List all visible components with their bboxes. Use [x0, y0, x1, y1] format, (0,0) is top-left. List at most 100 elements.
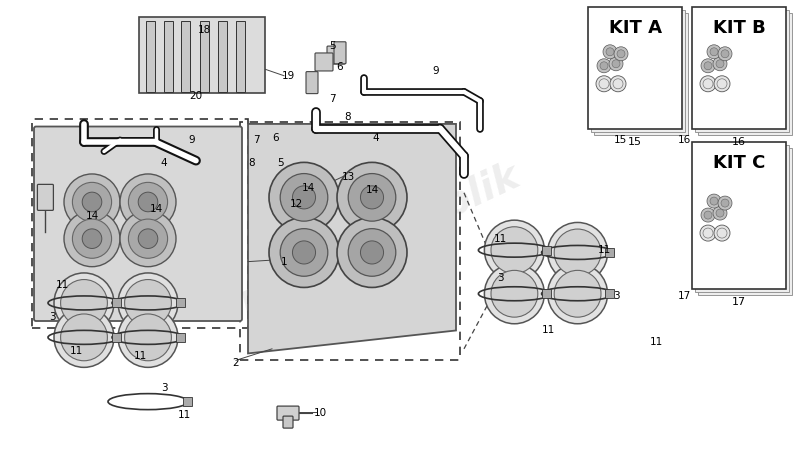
- FancyBboxPatch shape: [182, 397, 191, 406]
- Circle shape: [714, 76, 730, 92]
- Circle shape: [82, 192, 102, 212]
- Text: 11: 11: [598, 245, 610, 255]
- Circle shape: [718, 196, 732, 210]
- Circle shape: [73, 182, 111, 222]
- Circle shape: [128, 219, 168, 258]
- FancyBboxPatch shape: [692, 7, 786, 129]
- FancyBboxPatch shape: [38, 185, 54, 210]
- Text: 11: 11: [650, 337, 662, 347]
- Circle shape: [82, 229, 102, 248]
- Circle shape: [54, 308, 114, 367]
- Circle shape: [610, 76, 626, 92]
- Circle shape: [710, 197, 718, 205]
- Circle shape: [485, 220, 544, 280]
- Text: 1: 1: [281, 257, 287, 267]
- Circle shape: [485, 264, 544, 324]
- Circle shape: [348, 229, 396, 276]
- FancyBboxPatch shape: [163, 21, 173, 92]
- Text: 19: 19: [282, 71, 294, 81]
- Text: KIT B: KIT B: [713, 19, 766, 37]
- Circle shape: [337, 218, 407, 287]
- FancyBboxPatch shape: [175, 298, 185, 308]
- FancyBboxPatch shape: [605, 289, 614, 298]
- Text: 18: 18: [198, 25, 210, 35]
- Text: 11: 11: [56, 280, 69, 290]
- Text: 6: 6: [273, 133, 279, 143]
- FancyBboxPatch shape: [34, 127, 242, 321]
- Circle shape: [714, 225, 730, 241]
- Text: 9: 9: [189, 135, 195, 145]
- Text: 14: 14: [150, 204, 162, 214]
- Circle shape: [701, 208, 715, 222]
- Text: partsRepublik: partsRepublik: [234, 157, 526, 321]
- Text: 14: 14: [302, 183, 314, 193]
- Circle shape: [361, 186, 383, 209]
- Text: 14: 14: [366, 185, 378, 196]
- FancyBboxPatch shape: [277, 406, 299, 420]
- Text: 11: 11: [134, 351, 146, 361]
- FancyBboxPatch shape: [111, 298, 121, 308]
- Circle shape: [704, 211, 712, 219]
- FancyBboxPatch shape: [692, 142, 786, 289]
- Text: 3: 3: [161, 383, 167, 393]
- Circle shape: [710, 48, 718, 56]
- Text: 7: 7: [329, 94, 335, 104]
- FancyBboxPatch shape: [315, 53, 333, 71]
- Text: 4: 4: [161, 158, 167, 168]
- Circle shape: [716, 60, 724, 68]
- Circle shape: [138, 192, 158, 212]
- FancyBboxPatch shape: [218, 21, 227, 92]
- Circle shape: [280, 229, 328, 276]
- Text: 17: 17: [678, 291, 690, 301]
- FancyBboxPatch shape: [334, 42, 346, 64]
- Circle shape: [597, 59, 611, 73]
- Circle shape: [61, 280, 107, 326]
- FancyBboxPatch shape: [111, 333, 121, 342]
- Text: 2: 2: [233, 358, 239, 368]
- Circle shape: [713, 206, 727, 220]
- Circle shape: [614, 47, 628, 61]
- Circle shape: [547, 223, 608, 282]
- Text: 3: 3: [49, 312, 55, 322]
- Circle shape: [125, 314, 171, 361]
- Text: 15: 15: [614, 135, 626, 145]
- Circle shape: [337, 162, 407, 232]
- FancyBboxPatch shape: [698, 148, 792, 295]
- FancyBboxPatch shape: [588, 7, 682, 129]
- FancyBboxPatch shape: [605, 248, 614, 257]
- FancyBboxPatch shape: [594, 13, 688, 134]
- Text: 10: 10: [314, 408, 326, 418]
- FancyBboxPatch shape: [199, 21, 209, 92]
- Circle shape: [120, 174, 176, 230]
- Text: 13: 13: [342, 172, 354, 182]
- FancyBboxPatch shape: [175, 333, 185, 342]
- Circle shape: [269, 218, 339, 287]
- Text: 6: 6: [337, 62, 343, 72]
- Circle shape: [64, 211, 120, 267]
- FancyBboxPatch shape: [139, 17, 265, 93]
- FancyBboxPatch shape: [542, 289, 551, 298]
- Circle shape: [361, 241, 383, 264]
- Text: 16: 16: [678, 135, 690, 145]
- Text: 11: 11: [178, 410, 190, 420]
- Circle shape: [269, 162, 339, 232]
- Text: KIT C: KIT C: [713, 154, 766, 172]
- Text: 5: 5: [329, 41, 335, 51]
- Circle shape: [596, 76, 612, 92]
- Circle shape: [617, 50, 625, 58]
- Circle shape: [609, 57, 623, 71]
- Circle shape: [554, 229, 601, 276]
- FancyBboxPatch shape: [235, 21, 245, 92]
- Circle shape: [73, 219, 111, 258]
- Text: 12: 12: [290, 199, 302, 209]
- Circle shape: [701, 59, 715, 73]
- FancyBboxPatch shape: [181, 21, 190, 92]
- Circle shape: [700, 76, 716, 92]
- Circle shape: [293, 186, 315, 209]
- Circle shape: [554, 270, 601, 317]
- Circle shape: [700, 225, 716, 241]
- Text: 11: 11: [494, 234, 506, 244]
- FancyBboxPatch shape: [698, 13, 792, 134]
- Circle shape: [118, 308, 178, 367]
- Text: 7: 7: [253, 135, 259, 145]
